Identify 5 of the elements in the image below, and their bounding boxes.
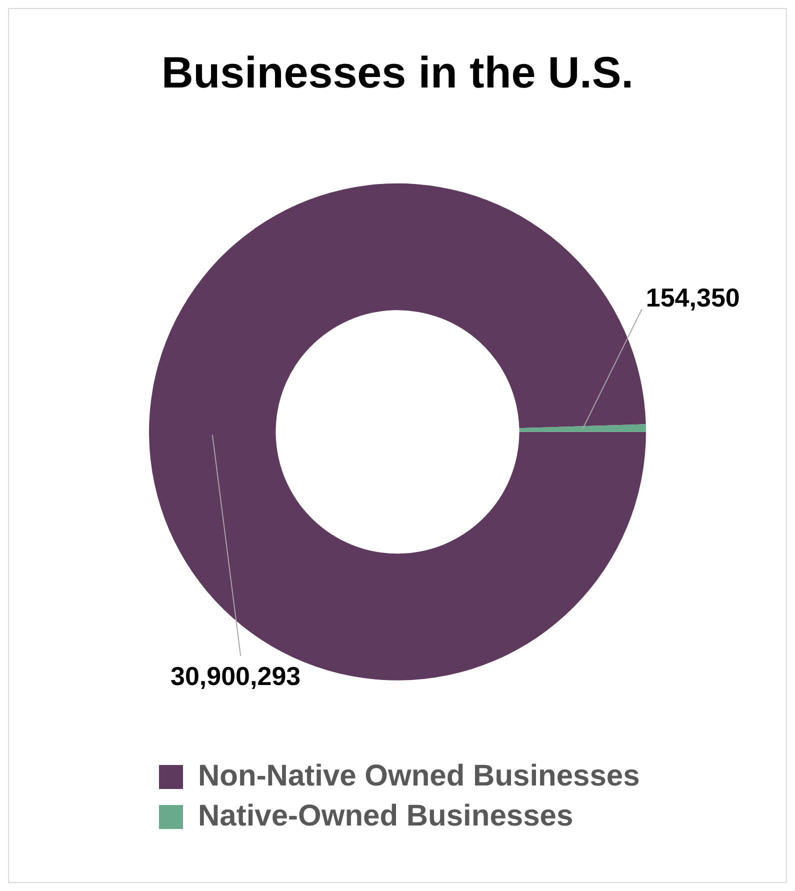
- legend-label: Non-Native Owned Businesses: [198, 759, 640, 792]
- data-label: 154,350: [646, 282, 740, 312]
- chart-title: Businesses in the U.S.: [162, 48, 634, 98]
- legend-label: Native-Owned Businesses: [198, 799, 574, 832]
- data-label: 30,900,293: [170, 661, 301, 692]
